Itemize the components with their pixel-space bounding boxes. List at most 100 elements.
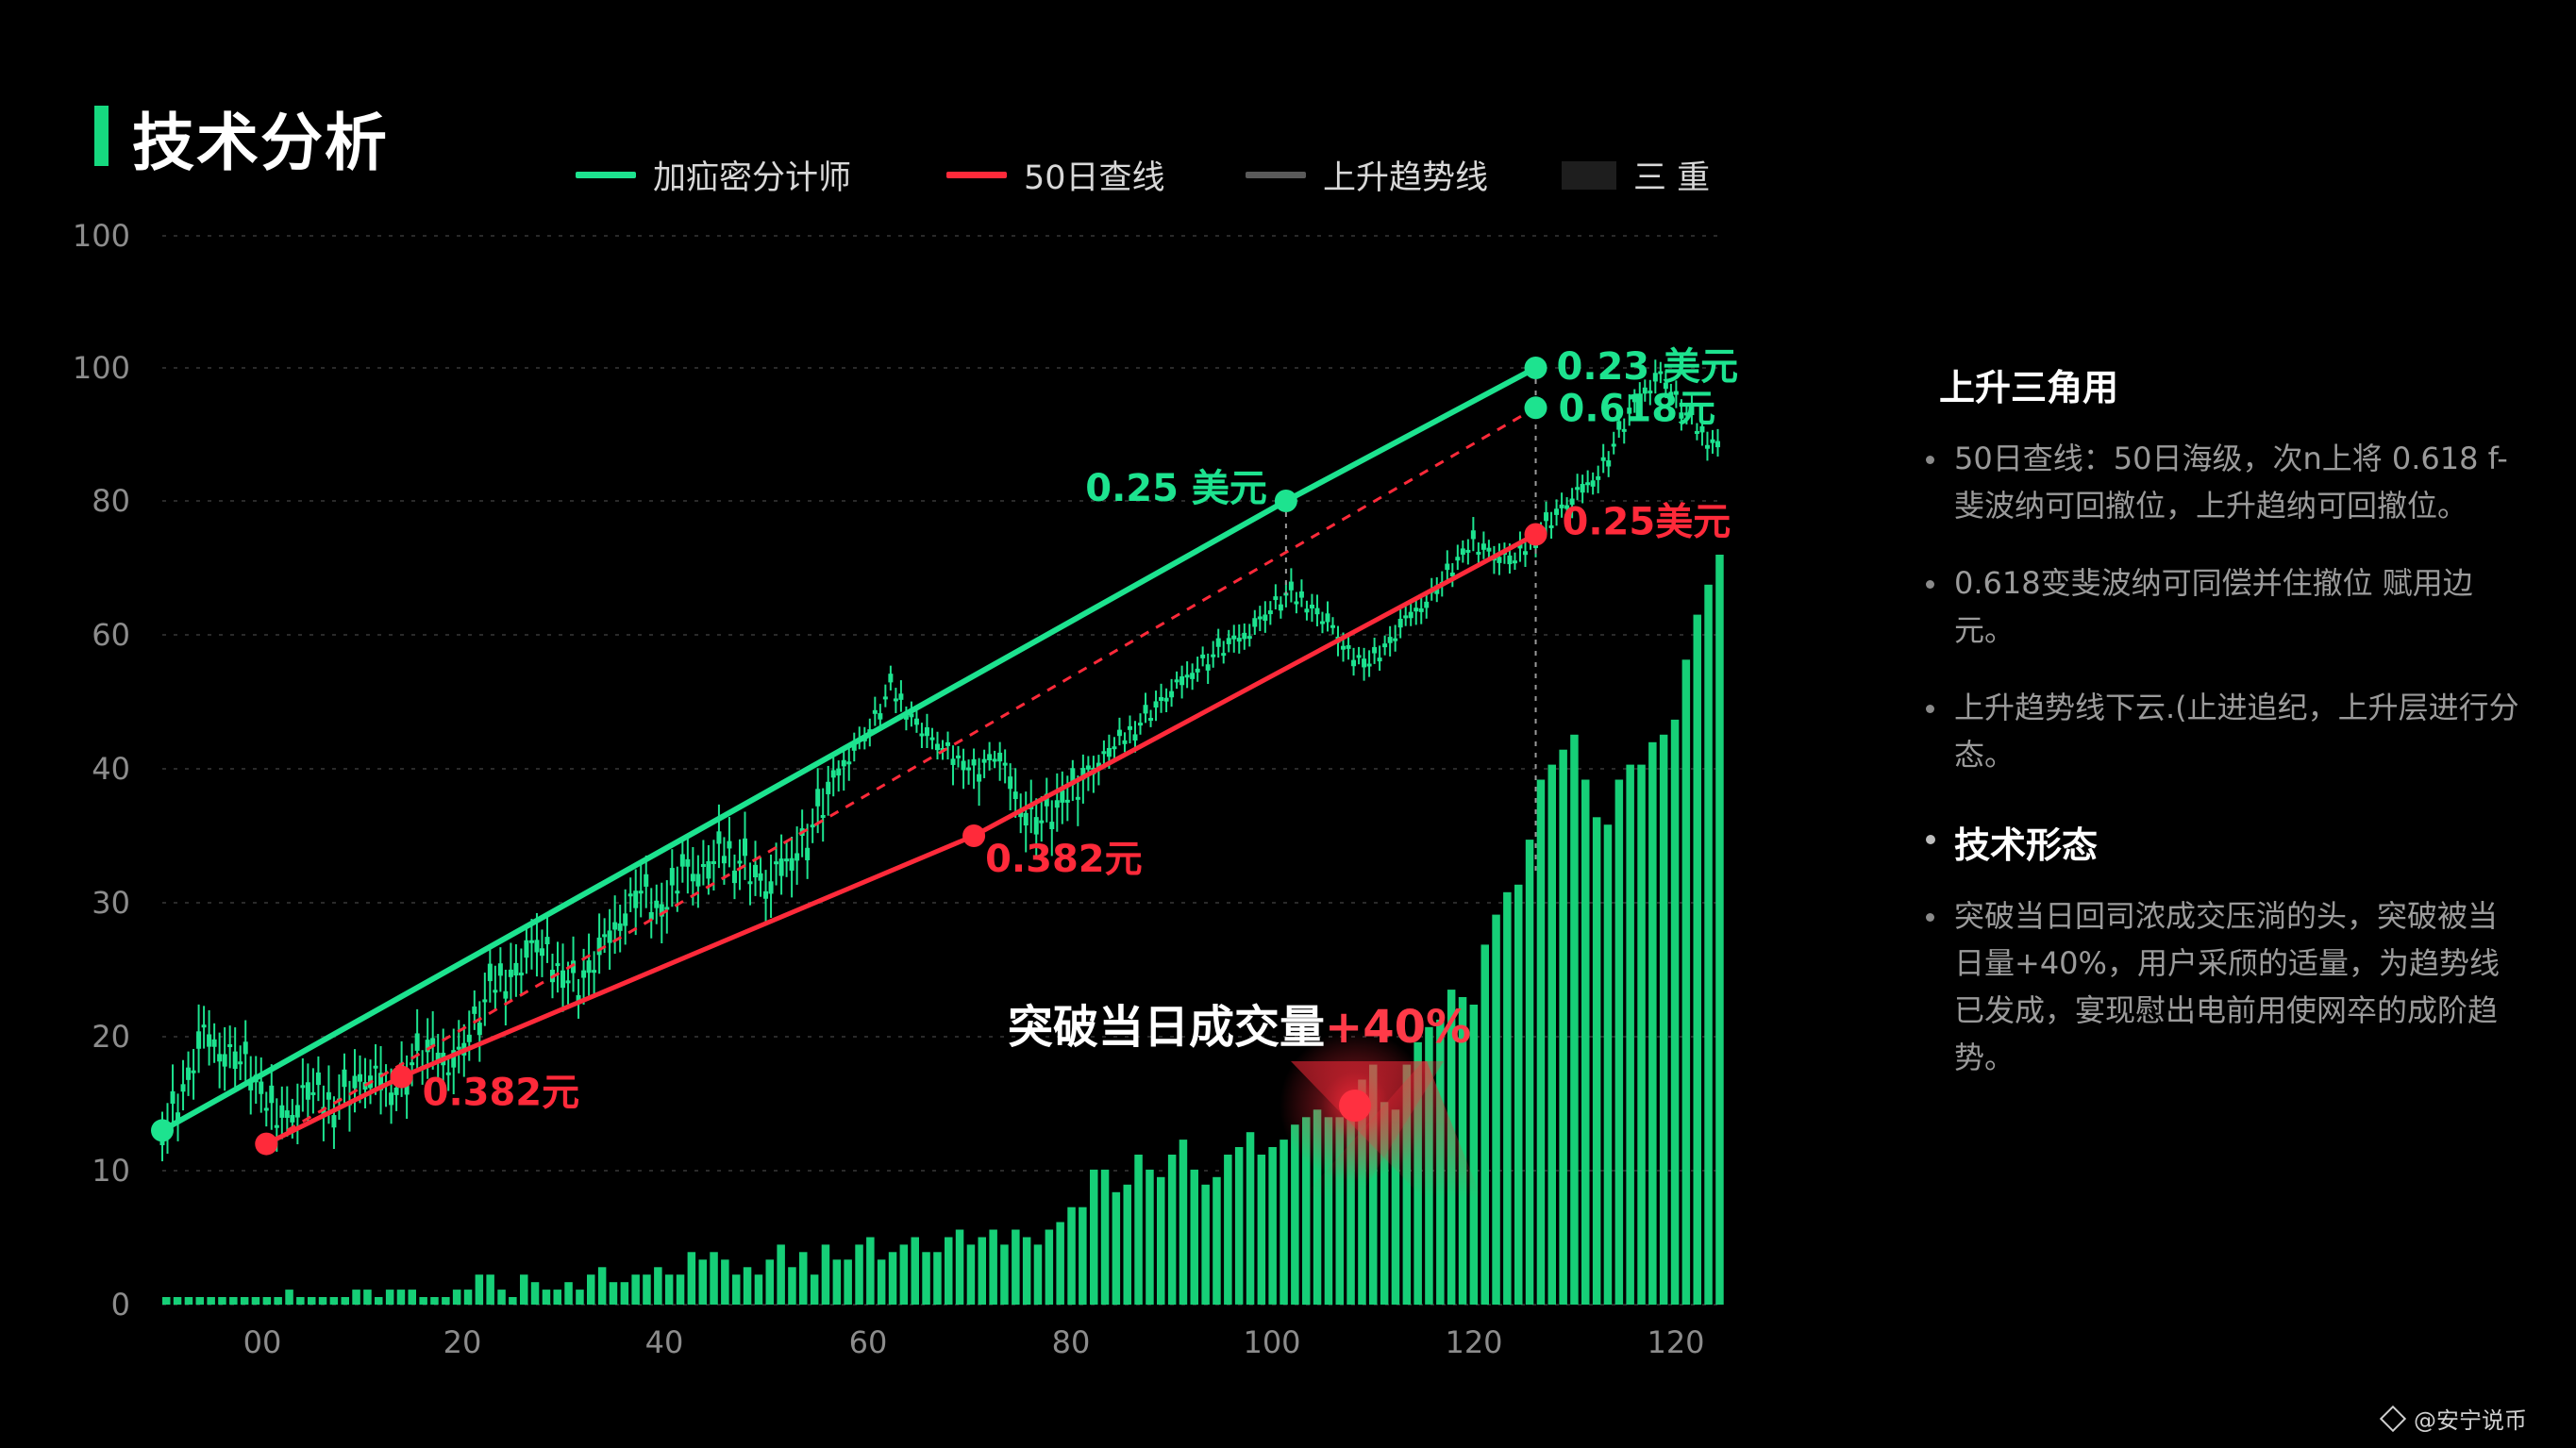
candle-body (232, 1051, 238, 1070)
y-tick-label: 10 (92, 1153, 130, 1189)
candle-body (389, 1092, 394, 1106)
candle-body (1351, 659, 1357, 667)
candle-body (1569, 498, 1575, 506)
candle-body (560, 970, 566, 989)
candle-body (472, 1006, 477, 1014)
volume-bar (955, 1229, 964, 1305)
candle-body (679, 854, 685, 867)
candle-body (945, 741, 951, 746)
candle-body (977, 774, 982, 782)
candle-body (1424, 601, 1430, 608)
volume-bar (710, 1252, 718, 1305)
price-labels: 0.23 美元0.618元 0.25 美元 0.25美元 0.382元 0.382元 (423, 345, 1739, 1115)
candle-body (1325, 613, 1330, 623)
volume-annotation: 突破当日成交量+40% (1008, 1001, 1471, 1054)
legend-item-resistance: 加疝密分计师 (576, 151, 851, 199)
price-label: 0.382元 (985, 838, 1143, 881)
volume-bar (1067, 1207, 1076, 1306)
candle-body (518, 973, 524, 976)
candle-body (1085, 765, 1091, 770)
candle-body (294, 1105, 300, 1118)
x-tick-label: 20 (443, 1324, 482, 1360)
volume-bar (463, 1290, 473, 1305)
candle-body (315, 1072, 321, 1086)
volume-bar (296, 1297, 305, 1305)
volume-bar (452, 1290, 461, 1305)
y-tick-label: 20 (92, 1019, 130, 1055)
candle-body (602, 934, 608, 938)
volume-bar (732, 1274, 741, 1305)
candle-body (1049, 822, 1055, 830)
candle-body (477, 1023, 482, 1036)
volume-bar (597, 1267, 607, 1306)
candle-body (795, 853, 800, 861)
candle-body (690, 874, 695, 882)
candle-body (284, 1110, 290, 1119)
candle-body (1195, 668, 1200, 673)
page-title: 技术分析 (132, 107, 389, 179)
volume-bar (609, 1282, 618, 1305)
volume-bar (1536, 779, 1546, 1305)
volume-bar (564, 1282, 573, 1305)
candle-body (1564, 505, 1570, 509)
candle-body (893, 698, 898, 702)
candle-body (1445, 563, 1450, 571)
volume-bar (1648, 741, 1657, 1306)
watermark: @安宁说币 (2379, 1402, 2527, 1435)
volume-bar (1257, 1155, 1266, 1305)
y-tick-label: 60 (92, 617, 130, 653)
volume-bar (654, 1267, 662, 1306)
volume-bar (1022, 1237, 1031, 1305)
volume-bar (664, 1274, 674, 1305)
candle-body (544, 937, 550, 945)
candle-body (675, 890, 680, 894)
candle-body (992, 758, 997, 762)
volume-bar (821, 1244, 830, 1305)
volume-bar (352, 1290, 360, 1305)
volume-bar (1614, 779, 1624, 1305)
candle-body (1252, 618, 1258, 627)
candle-body (919, 733, 925, 737)
candle-body (956, 755, 962, 758)
candle-body (1377, 657, 1382, 662)
x-tick-label: 100 (1243, 1324, 1300, 1360)
candle-body (1663, 382, 1668, 390)
annotation-text: 突破当日成交量 (1008, 1001, 1325, 1054)
candle-body (810, 824, 815, 828)
candle-body (1257, 616, 1263, 620)
candle-body (1356, 655, 1362, 658)
candle-body (342, 1069, 347, 1088)
volume-bar (308, 1297, 316, 1305)
volume-bar (509, 1297, 517, 1305)
side-list-2: 突破当日回司浓成交压淌的头，突破被当日量+40%，用户采颀的适量，为趋势线已发成… (1926, 892, 2524, 1081)
legend-label: 上升趋势线 (1323, 159, 1489, 197)
candle-body (410, 1062, 415, 1066)
candle-body (1704, 444, 1710, 449)
volume-bar (1693, 614, 1701, 1305)
candle-body (196, 1031, 202, 1049)
candle-body (1132, 734, 1138, 741)
price-label: 0.25 美元 (1085, 467, 1267, 510)
volume-bar (542, 1290, 551, 1305)
volume-bar (1458, 997, 1467, 1305)
price-label: 0.25美元 (1563, 501, 1731, 544)
volume-bar (687, 1252, 696, 1305)
candle-body (586, 960, 592, 974)
volume-bar (1313, 1109, 1322, 1305)
volume-bar (765, 1259, 774, 1305)
candle-body (971, 758, 977, 766)
candle-body (1652, 373, 1658, 382)
candle-body (1372, 646, 1378, 654)
y-tick-label: 100 (73, 350, 130, 386)
volume-bar (1112, 1191, 1121, 1306)
candle-body (898, 693, 904, 700)
candle-body (644, 874, 649, 887)
candle-body (445, 1072, 451, 1075)
candle-body (913, 718, 919, 725)
candle-body (217, 1054, 223, 1062)
volume-bar (184, 1297, 193, 1305)
candle-body (872, 709, 878, 714)
volume-bar (989, 1229, 997, 1305)
candle-body (815, 789, 821, 807)
candle-body (768, 881, 774, 894)
